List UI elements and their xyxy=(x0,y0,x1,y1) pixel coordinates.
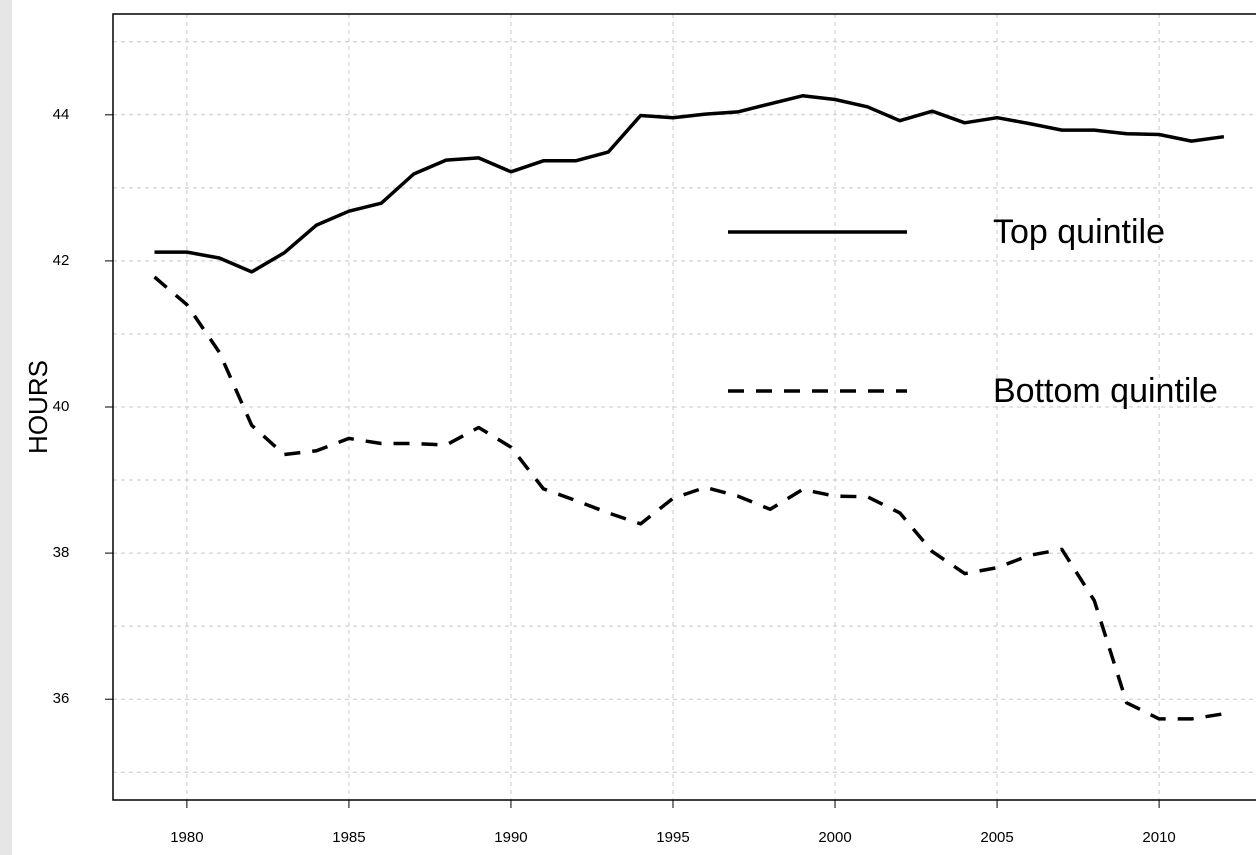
x-tick-label: 1985 xyxy=(332,829,365,846)
y-axis-label: HOURS xyxy=(23,360,53,454)
x-tick-label: 1980 xyxy=(170,829,203,846)
x-tick-label: 2005 xyxy=(980,829,1013,846)
legend-label: Top quintile xyxy=(993,213,1165,251)
x-tick-label: 2010 xyxy=(1142,829,1175,846)
x-tick-label: 1990 xyxy=(494,829,527,846)
y-tick-label: 44 xyxy=(53,106,70,123)
x-tick-label: 1995 xyxy=(656,829,689,846)
series-line xyxy=(153,275,1225,721)
y-tick-label: 38 xyxy=(53,544,70,561)
x-tick-label: 2000 xyxy=(818,829,851,846)
y-tick-label: 42 xyxy=(53,252,70,269)
side-strip xyxy=(0,0,12,855)
series-line xyxy=(154,94,1225,274)
y-tick-label: 40 xyxy=(53,398,70,415)
plot-frame xyxy=(112,13,1256,801)
y-tick-label: 36 xyxy=(53,690,70,707)
legend-label: Bottom quintile xyxy=(993,372,1218,410)
